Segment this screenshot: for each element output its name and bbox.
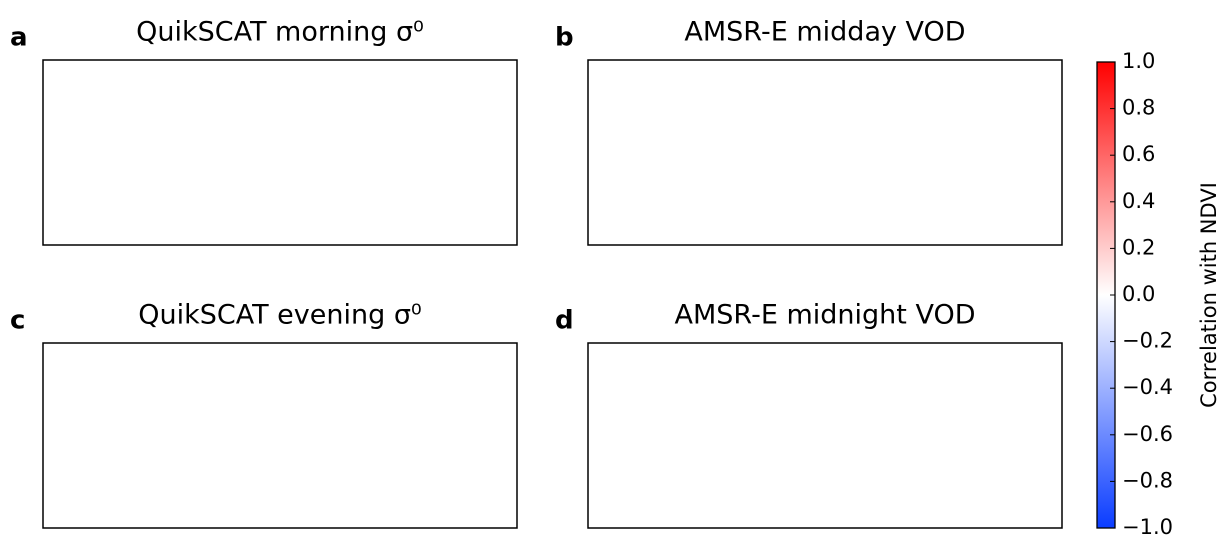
panel-letter: b bbox=[555, 23, 574, 53]
tick-label: 0.8 bbox=[1122, 96, 1155, 120]
colorbar-label: Correlation with NDVI bbox=[1197, 182, 1221, 408]
tick-label: −0.6 bbox=[1122, 422, 1173, 446]
map-frame bbox=[588, 343, 1062, 528]
panel-title: QuikSCAT morning σ⁰ bbox=[136, 17, 424, 48]
panel-title: AMSR-E midnight VOD bbox=[675, 300, 976, 331]
tick-label: −0.2 bbox=[1122, 329, 1173, 353]
map-frame bbox=[43, 343, 517, 528]
tick-label: 1.0 bbox=[1122, 49, 1155, 73]
land bbox=[59, 346, 517, 522]
tick-label: 0.6 bbox=[1122, 142, 1155, 166]
colorbar: −1.0 −0.8 −0.6 −0.4 −0.2 0.0 0.2 0.4 0.6 0.8 1.0 Co… bbox=[1097, 49, 1221, 537]
map-frame bbox=[43, 60, 517, 245]
panel-letter: d bbox=[555, 306, 574, 336]
panel-letter: a bbox=[10, 23, 28, 53]
panel-title: QuikSCAT evening σ⁰ bbox=[138, 300, 422, 331]
tick-label: −0.8 bbox=[1122, 468, 1173, 492]
tick-label: 0.0 bbox=[1122, 282, 1155, 306]
land bbox=[604, 63, 1062, 239]
tick-label: −0.4 bbox=[1122, 375, 1173, 399]
map-frame bbox=[588, 60, 1062, 245]
panel-letter: c bbox=[10, 306, 25, 336]
map bbox=[588, 60, 1062, 245]
panel-title: AMSR-E midday VOD bbox=[684, 17, 965, 48]
tick-label: 0.2 bbox=[1122, 235, 1155, 259]
tick-label: −1.0 bbox=[1122, 515, 1173, 537]
figure: a QuikSCAT morning σ⁰ b AMSR-E midday VOD c Q… bbox=[0, 0, 1224, 537]
map bbox=[43, 60, 517, 245]
tick-label: 0.4 bbox=[1122, 189, 1155, 213]
land bbox=[604, 346, 1062, 522]
map bbox=[43, 343, 517, 528]
land bbox=[59, 63, 517, 239]
panels: a QuikSCAT morning σ⁰ b AMSR-E midday VOD c Q… bbox=[10, 17, 1062, 529]
map bbox=[588, 343, 1062, 528]
